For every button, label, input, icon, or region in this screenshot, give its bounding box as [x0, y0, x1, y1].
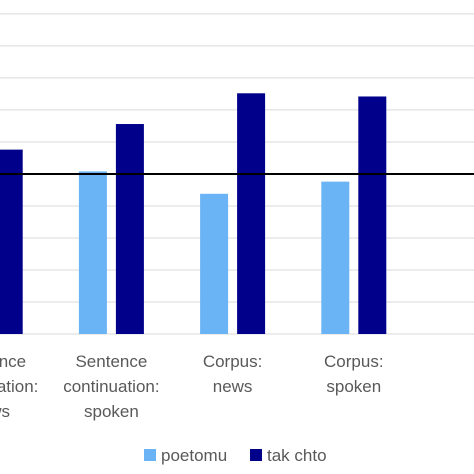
legend-swatch: [144, 449, 156, 461]
legend-swatch: [250, 449, 262, 461]
x-tick-label: Corpus: news: [203, 352, 263, 396]
bar-tak-chto-2: [237, 93, 266, 334]
bar-poetomu-1: [78, 171, 107, 334]
bar-tak-chto-0: [0, 149, 23, 334]
x-tick-label: Sentence continuation: spoken: [63, 352, 159, 421]
x-tick-label: Corpus: spoken: [324, 352, 384, 396]
bar-tak-chto-3: [358, 96, 387, 335]
bar-tak-chto-1: [115, 124, 144, 334]
legend-label: poetomu: [161, 446, 227, 465]
bar-poetomu-3: [321, 181, 350, 334]
bar-poetomu-2: [200, 193, 229, 334]
legend: poetomu tak chto: [144, 446, 327, 465]
legend-label: tak chto: [267, 446, 327, 465]
bars: [0, 93, 387, 335]
